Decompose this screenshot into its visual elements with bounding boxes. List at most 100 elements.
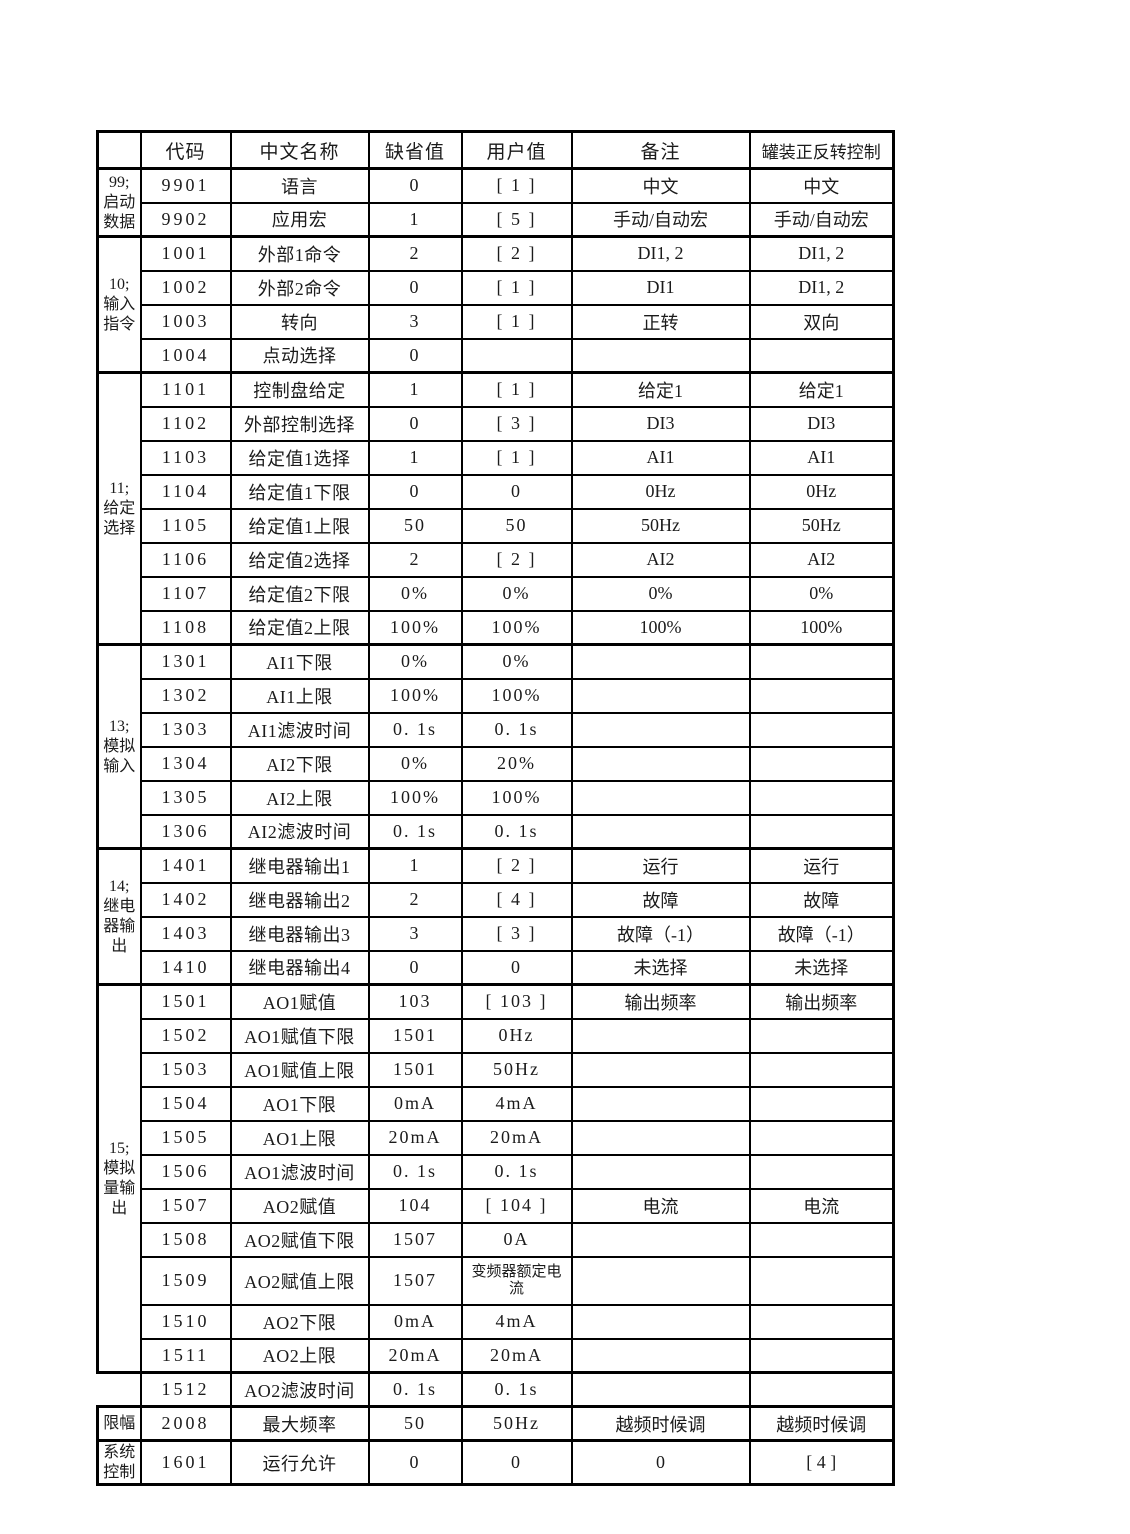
cell-user: 100%	[460, 779, 573, 816]
cell-name: AO2赋值上限	[229, 1255, 370, 1306]
cell-remark	[570, 1255, 751, 1306]
cell-user: 20mA	[460, 1337, 573, 1374]
cell-user: 0%	[460, 575, 573, 612]
cell-ctrl	[748, 1303, 895, 1340]
cell-user: [ 1 ]	[460, 269, 573, 306]
cell-name: AO1赋值	[229, 983, 370, 1020]
cell-ctrl	[748, 1337, 895, 1374]
cell-name: AO2下限	[229, 1303, 370, 1340]
cell-code: 1305	[139, 779, 232, 816]
cell-user: [ 1 ]	[460, 167, 573, 204]
cell-user: 20%	[460, 745, 573, 782]
cell-code: 1306	[139, 813, 232, 850]
table-row: 1507 AO2赋值 104[ 104 ] 电流 电流	[98, 1187, 895, 1224]
table-row: 9902 应用宏 1[ 5 ] 手动/自动宏 手动/自动宏	[98, 201, 895, 238]
cell-user: 0. 1s	[460, 711, 573, 748]
cell-user: 100%	[460, 677, 573, 714]
cell-ctrl: AI1	[748, 439, 895, 476]
group-label: 13; 模拟 输入	[96, 643, 142, 850]
cell-def: 50	[367, 507, 463, 544]
cell-code: 9902	[139, 201, 232, 238]
cell-remark: DI3	[570, 405, 751, 442]
cell-code: 1302	[139, 677, 232, 714]
cell-def: 0%	[367, 745, 463, 782]
cell-def: 1	[367, 847, 463, 884]
table-header: 代码 中文名称 缺省值 用户值 备注 罐装正反转控制	[96, 130, 895, 170]
cell-user: [ 3 ]	[460, 915, 573, 952]
cell-name: AO1赋值下限	[229, 1017, 370, 1054]
header-row: 代码 中文名称 缺省值 用户值 备注 罐装正反转控制	[96, 130, 895, 170]
cell-name: AO1滤波时间	[229, 1153, 370, 1190]
cell-user: 50Hz	[460, 1405, 573, 1442]
table-row: 1302 AI1上限 100% 100%	[98, 677, 895, 714]
cell-ctrl: 给定1	[748, 371, 895, 408]
cell-remark: 给定1	[570, 371, 751, 408]
table-row: 1509 AO2赋值上限 1507 变频器额定电流	[98, 1255, 895, 1306]
cell-code: 1402	[139, 881, 232, 918]
cell-ctrl: DI1, 2	[748, 269, 895, 306]
cell-code: 1504	[139, 1085, 232, 1122]
cell-ctrl	[748, 643, 895, 680]
cell-code: 1410	[139, 949, 232, 986]
cell-name: 给定值1下限	[229, 473, 370, 510]
cell-code: 1304	[139, 745, 232, 782]
cell-user: 0A	[460, 1221, 573, 1258]
cell-def: 0. 1s	[367, 1153, 463, 1190]
cell-def: 20mA	[367, 1337, 463, 1374]
cell-name: AI2滤波时间	[229, 813, 370, 850]
cell-remark: AI1	[570, 439, 751, 476]
parameter-table: 代码 中文名称 缺省值 用户值 备注 罐装正反转控制 99; 启动 数据 9901…	[96, 130, 895, 1486]
cell-user: 4mA	[460, 1085, 573, 1122]
cell-ctrl: 0Hz	[748, 473, 895, 510]
cell-ctrl: 输出频率	[748, 983, 895, 1020]
table-row: 1304 AI2下限 0% 20%	[98, 745, 895, 782]
cell-name: 运行允许	[229, 1439, 370, 1486]
cell-user: 0. 1s	[460, 1371, 573, 1408]
cell-remark: 0Hz	[570, 473, 751, 510]
cell-remark: 0%	[570, 575, 751, 612]
cell-name: 给定值2选择	[229, 541, 370, 578]
cell-ctrl	[748, 745, 895, 782]
cell-name: 继电器输出3	[229, 915, 370, 952]
cell-ctrl	[748, 1085, 895, 1122]
cell-ctrl: 故障（-1）	[748, 915, 895, 952]
cell-code: 1103	[139, 439, 232, 476]
table-row: 15; 模拟 量输 出 1501 AO1赋值 103[ 103 ] 输出频率 输出频率	[96, 983, 895, 1374]
cell-name: 应用宏	[229, 201, 370, 238]
table-row: 1504 AO1下限 0mA 4mA	[98, 1085, 895, 1122]
cell-code: 1102	[139, 405, 232, 442]
cell-code: 1508	[139, 1221, 232, 1258]
table-row: 11; 给定 选择 1101 控制盘给定 1[ 1 ] 给定1 给定1	[96, 371, 895, 646]
cell-ctrl: DI3	[748, 405, 895, 442]
cell-ctrl	[748, 677, 895, 714]
table-row: 1503 AO1赋值上限 1501 50Hz	[98, 1051, 895, 1088]
cell-name: 给定值1上限	[229, 507, 370, 544]
cell-user: [ 4 ]	[460, 881, 573, 918]
cell-def: 0. 1s	[367, 1371, 463, 1408]
cell-code: 1003	[139, 303, 232, 340]
cell-name: AI2上限	[229, 779, 370, 816]
cell-ctrl	[748, 1153, 895, 1190]
cell-name: 控制盘给定	[229, 371, 370, 408]
cell-ctrl: 电流	[748, 1187, 895, 1224]
cell-name: 继电器输出1	[229, 847, 370, 884]
cell-remark	[570, 643, 751, 680]
cell-code: 1403	[139, 915, 232, 952]
table-row: 1305 AI2上限 100% 100%	[98, 779, 895, 816]
cell-code: 9901	[139, 167, 232, 204]
table-row: 1506 AO1滤波时间 0. 1s 0. 1s	[98, 1153, 895, 1190]
cell-remark	[570, 1371, 751, 1408]
cell-remark: 100%	[570, 609, 751, 646]
cell-def: 0%	[367, 643, 463, 680]
cell-user: [ 2 ]	[460, 541, 573, 578]
cell-remark	[570, 779, 751, 816]
cell-def: 1501	[367, 1051, 463, 1088]
cell-def: 0	[367, 949, 463, 986]
cell-def: 0	[367, 1439, 463, 1486]
cell-remark: 故障	[570, 881, 751, 918]
cell-remark: 50Hz	[570, 507, 751, 544]
cell-ctrl	[748, 1051, 895, 1088]
cell-code: 1509	[139, 1255, 232, 1306]
cell-ctrl: 100%	[748, 609, 895, 646]
cell-remark: 越频时候调	[570, 1405, 751, 1442]
